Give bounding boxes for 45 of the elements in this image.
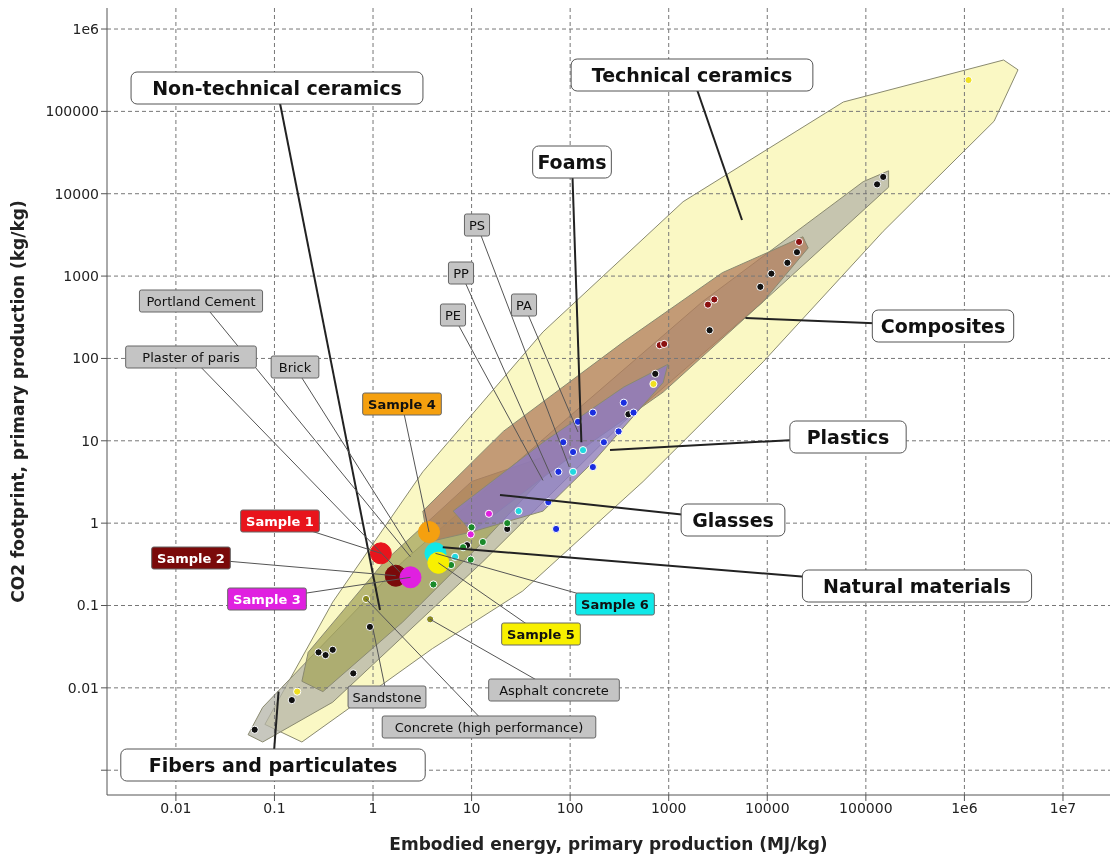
x-tick-label: 1e7 <box>1049 799 1077 816</box>
annotation: Sample 1 <box>246 513 314 529</box>
annotation: Plastics <box>806 426 890 448</box>
annotation: Composites <box>880 315 1006 337</box>
annotation: Non-technical ceramics <box>152 77 402 99</box>
x-tick-label: 100 <box>556 799 584 816</box>
annotation: Portland Cement <box>146 293 256 309</box>
annotation: Glasses <box>692 509 774 531</box>
annotation: PS <box>468 217 486 233</box>
y-tick-label: 100 <box>72 350 99 367</box>
annotation: Asphalt concrete <box>499 682 609 698</box>
y-tick-label: 10000 <box>54 185 99 202</box>
annotation: PA <box>516 297 533 313</box>
x-tick-label: 1 <box>368 799 378 816</box>
y-tick-label: 10 <box>81 432 99 449</box>
y-tick-label: 0.1 <box>76 597 99 614</box>
x-axis-title: Embodied energy, primary production (MJ/kg) <box>389 834 828 854</box>
y-tick-label: 1e6 <box>72 20 100 37</box>
y-tick-label: 100000 <box>45 103 99 120</box>
annotation: PP <box>453 265 469 281</box>
annotation: Technical ceramics <box>591 64 793 86</box>
annotation: Concrete (high performance) <box>394 719 584 735</box>
annotation: Sample 5 <box>507 626 575 642</box>
x-tick-label: 10 <box>462 799 481 816</box>
annotation: Fibers and particulates <box>148 754 398 776</box>
y-tick-label: 1 <box>90 515 99 532</box>
x-tick-label: 100000 <box>839 799 893 816</box>
annotation: Sample 4 <box>368 396 436 412</box>
annotation: Plaster of paris <box>142 349 240 365</box>
y-tick-label: 1000 <box>63 268 99 285</box>
annotation: Sample 6 <box>581 596 649 612</box>
x-tick-label: 1e6 <box>951 799 978 816</box>
annotation: Sandstone <box>352 689 422 705</box>
annotation: PE <box>444 307 462 323</box>
annotation: Foams <box>537 151 607 173</box>
x-tick-label: 10000 <box>745 799 790 816</box>
annotation: Brick <box>278 359 312 375</box>
x-tick-label: 0.01 <box>160 799 192 816</box>
annotation: Sample 2 <box>157 550 225 566</box>
annotation: Sample 3 <box>233 591 301 607</box>
y-tick-label: 0.01 <box>67 679 99 696</box>
annotation: Natural materials <box>823 575 1011 597</box>
x-tick-label: 0.1 <box>263 799 286 816</box>
x-tick-label: 1000 <box>650 799 687 816</box>
y-axis-title: CO2 footprint, primary production (kg/kg) <box>8 200 28 603</box>
